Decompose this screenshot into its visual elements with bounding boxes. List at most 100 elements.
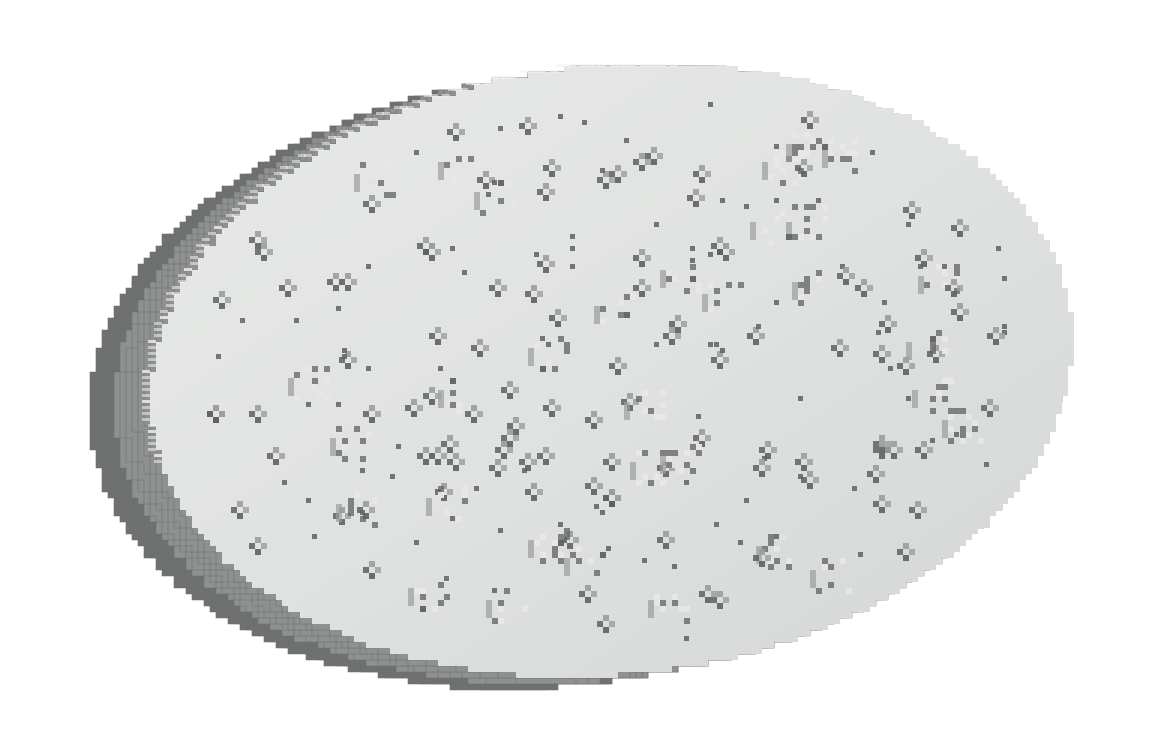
speck-cluster-cell	[456, 402, 462, 408]
speck-cross	[519, 459, 525, 465]
speck-dot	[486, 192, 491, 197]
speck-cluster-cell	[654, 414, 660, 420]
speck-cluster-cell	[822, 204, 828, 210]
speck-cross	[543, 195, 549, 201]
speck-cluster-cell	[546, 360, 552, 366]
speck-cluster-cell	[540, 558, 546, 564]
speck-cross	[807, 471, 813, 477]
speck-cluster-cell	[312, 384, 318, 390]
speck-dot	[738, 540, 743, 545]
speck-cross	[261, 237, 267, 243]
speck-cross	[687, 195, 693, 201]
speck-dot	[642, 558, 647, 563]
speck-cluster-cell	[324, 378, 330, 384]
speck-cross	[525, 129, 531, 135]
rim-step	[154, 328, 162, 331]
speck-dot	[888, 366, 893, 371]
speck-cross	[765, 441, 771, 447]
speck-cross	[423, 459, 429, 465]
speck-dot	[366, 366, 371, 371]
speck-cross	[435, 327, 441, 333]
speck-dot	[366, 264, 371, 269]
speck-dot	[1002, 276, 1007, 281]
speck-cross	[897, 447, 903, 453]
speck-cross	[705, 171, 711, 177]
speck-dot	[954, 432, 959, 437]
speck-cross	[441, 453, 447, 459]
speck-cross	[363, 501, 369, 507]
speck-cross	[525, 117, 531, 123]
speck-cross	[915, 255, 921, 261]
speck-dot	[774, 198, 779, 203]
speck-cluster-cell	[798, 144, 804, 150]
rim-step	[370, 118, 378, 121]
rim-step	[154, 460, 162, 463]
speck-cluster-cell	[306, 366, 312, 372]
speck-cross	[411, 399, 417, 405]
speck-cross	[759, 549, 765, 555]
speck-cross	[453, 465, 459, 471]
speck-cluster-cell	[684, 618, 690, 624]
speck-cross	[903, 555, 909, 561]
speck-cross	[603, 615, 609, 621]
speck-cluster-cell	[630, 294, 636, 300]
speck-dot	[414, 540, 419, 545]
speck-cluster-cell	[828, 564, 834, 570]
speck-cross	[519, 423, 525, 429]
rim-step	[166, 298, 174, 301]
speck-cross	[873, 447, 879, 453]
rim-step	[142, 394, 150, 397]
speck-cluster-cell	[798, 282, 804, 288]
rim-step	[148, 436, 156, 439]
speck-cross	[231, 507, 237, 513]
speck-cross	[723, 255, 729, 261]
speck-cluster-cell	[810, 138, 816, 144]
speck-cluster-cell	[816, 138, 822, 144]
speck-cross	[531, 495, 537, 501]
speck-cross	[213, 417, 219, 423]
speck-cluster-cell	[540, 552, 546, 558]
speck-cross	[753, 339, 759, 345]
rim-step	[178, 274, 186, 277]
speck-cross	[711, 243, 717, 249]
rim-step	[646, 64, 654, 67]
speck-cluster-cell	[354, 492, 360, 498]
speck-dot	[492, 180, 497, 185]
speck-cross	[213, 297, 219, 303]
speck-cluster-cell	[966, 414, 972, 420]
speck-cross	[477, 177, 483, 183]
speck-cluster-cell	[390, 192, 396, 198]
speck-cluster-cell	[762, 228, 768, 234]
speck-cluster-cell	[696, 444, 702, 450]
speck-cross	[213, 405, 219, 411]
speck-cross	[693, 171, 699, 177]
speck-cross	[255, 249, 261, 255]
speck-cluster-cell	[930, 342, 936, 348]
rim-step	[340, 130, 348, 133]
rim-step	[526, 70, 534, 73]
speck-cross	[531, 123, 537, 129]
speck-cross	[699, 165, 705, 171]
speck-cluster-cell	[804, 150, 810, 156]
speck-cross	[699, 429, 705, 435]
speck-cluster-cell	[780, 210, 786, 216]
rim-step	[400, 106, 408, 109]
speck-dot	[360, 468, 365, 473]
rim-step	[172, 292, 180, 295]
speck-cross	[267, 453, 273, 459]
speck-cross	[963, 225, 969, 231]
speck-cluster-cell	[438, 600, 444, 606]
speck-cross	[837, 273, 843, 279]
speck-cross	[489, 465, 495, 471]
speck-cluster-cell	[552, 552, 558, 558]
speck-cross	[549, 189, 555, 195]
speck-cluster-cell	[768, 564, 774, 570]
speck-cluster-cell	[498, 606, 504, 612]
speck-cross	[801, 453, 807, 459]
speck-cluster-cell	[462, 498, 468, 504]
speck-cross	[255, 417, 261, 423]
speck-cluster-cell	[792, 204, 798, 210]
speck-cross	[249, 543, 255, 549]
speck-cluster-cell	[774, 558, 780, 564]
